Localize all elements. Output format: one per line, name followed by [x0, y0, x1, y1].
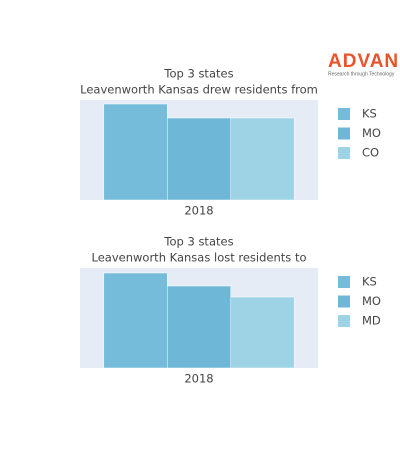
legend-swatch [338, 295, 350, 308]
chart-title: Top 3 states [163, 235, 233, 249]
legend-label: KS [362, 275, 377, 289]
chart-title: Leavenworth Kansas drew residents from [80, 83, 318, 97]
bar [230, 117, 295, 201]
bar [103, 103, 168, 201]
legend-label: CO [362, 146, 379, 160]
legend-swatch [338, 127, 350, 140]
x-tick-label: 2018 [184, 372, 213, 386]
bar [230, 296, 295, 369]
logo-name: ADVAN [328, 51, 399, 72]
chart-title: Top 3 states [163, 67, 233, 81]
legend-swatch [338, 147, 350, 159]
bar [167, 117, 231, 201]
legend-label: KS [362, 107, 377, 121]
chart-title: Leavenworth Kansas lost residents to [92, 251, 307, 265]
bar [167, 285, 231, 369]
legend-swatch [338, 315, 350, 327]
legend-label: MO [362, 126, 381, 140]
legend-swatch [338, 276, 350, 288]
bar [103, 272, 168, 369]
x-tick-label: 2018 [184, 204, 213, 218]
legend-swatch [338, 108, 350, 120]
legend-label: MD [362, 314, 381, 328]
legend-label: MO [362, 294, 381, 308]
logo-tagline: Research through Technology [328, 71, 395, 77]
